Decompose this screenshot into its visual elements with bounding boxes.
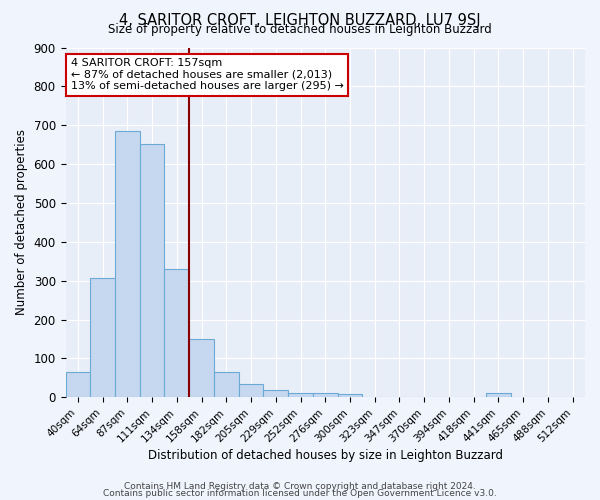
Bar xyxy=(214,372,239,398)
Bar xyxy=(313,392,338,398)
Bar xyxy=(164,269,189,398)
Bar xyxy=(115,131,140,398)
Bar xyxy=(486,394,511,398)
Text: Size of property relative to detached houses in Leighton Buzzard: Size of property relative to detached ho… xyxy=(108,22,492,36)
Bar xyxy=(189,339,214,398)
Bar xyxy=(338,394,362,398)
Bar xyxy=(288,392,313,398)
Bar xyxy=(239,384,263,398)
Bar xyxy=(65,372,90,398)
Text: 4 SARITOR CROFT: 157sqm
← 87% of detached houses are smaller (2,013)
13% of semi: 4 SARITOR CROFT: 157sqm ← 87% of detache… xyxy=(71,58,344,91)
Bar xyxy=(90,278,115,398)
X-axis label: Distribution of detached houses by size in Leighton Buzzard: Distribution of detached houses by size … xyxy=(148,450,503,462)
Bar xyxy=(263,390,288,398)
Y-axis label: Number of detached properties: Number of detached properties xyxy=(15,130,28,316)
Text: 4, SARITOR CROFT, LEIGHTON BUZZARD, LU7 9SJ: 4, SARITOR CROFT, LEIGHTON BUZZARD, LU7 … xyxy=(119,12,481,28)
Text: Contains public sector information licensed under the Open Government Licence v3: Contains public sector information licen… xyxy=(103,489,497,498)
Bar xyxy=(140,144,164,398)
Text: Contains HM Land Registry data © Crown copyright and database right 2024.: Contains HM Land Registry data © Crown c… xyxy=(124,482,476,491)
